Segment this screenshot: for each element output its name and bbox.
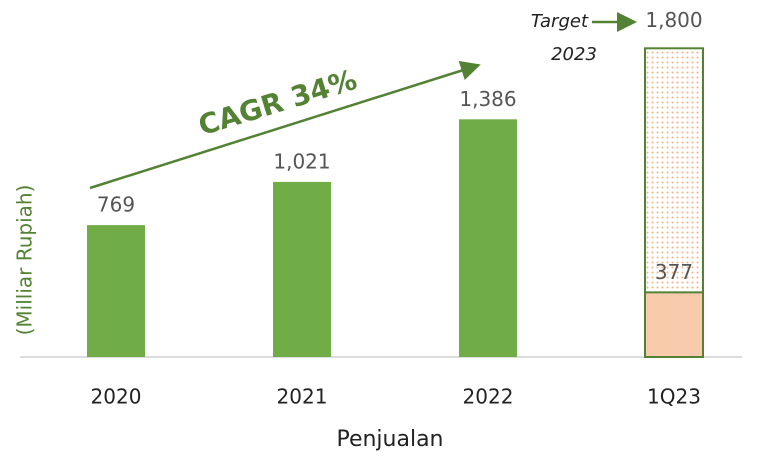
value-label: 1,386 [459,87,516,111]
cagr-arrow [89,60,481,190]
bar [87,225,145,357]
bar [459,119,517,358]
target-value-label: 1,800 [645,8,702,32]
cagr-annotation: CAGR 34% [195,63,361,142]
x-tick-label: 2021 [277,385,328,409]
x-tick-label: 2020 [91,385,142,409]
target-label: Target [531,11,589,32]
y-axis-label: (Milliar Rupiah) [13,185,37,336]
x-tick-label: 2022 [463,385,514,409]
value-label: 1,021 [273,149,330,173]
value-label: 769 [97,193,135,217]
bar [273,181,331,357]
value-label: 377 [655,260,693,284]
bar [644,291,704,359]
x-axis-label: Penjualan [336,427,443,452]
target-label: 2023 [551,44,597,65]
x-tick-label: 1Q23 [647,385,701,409]
